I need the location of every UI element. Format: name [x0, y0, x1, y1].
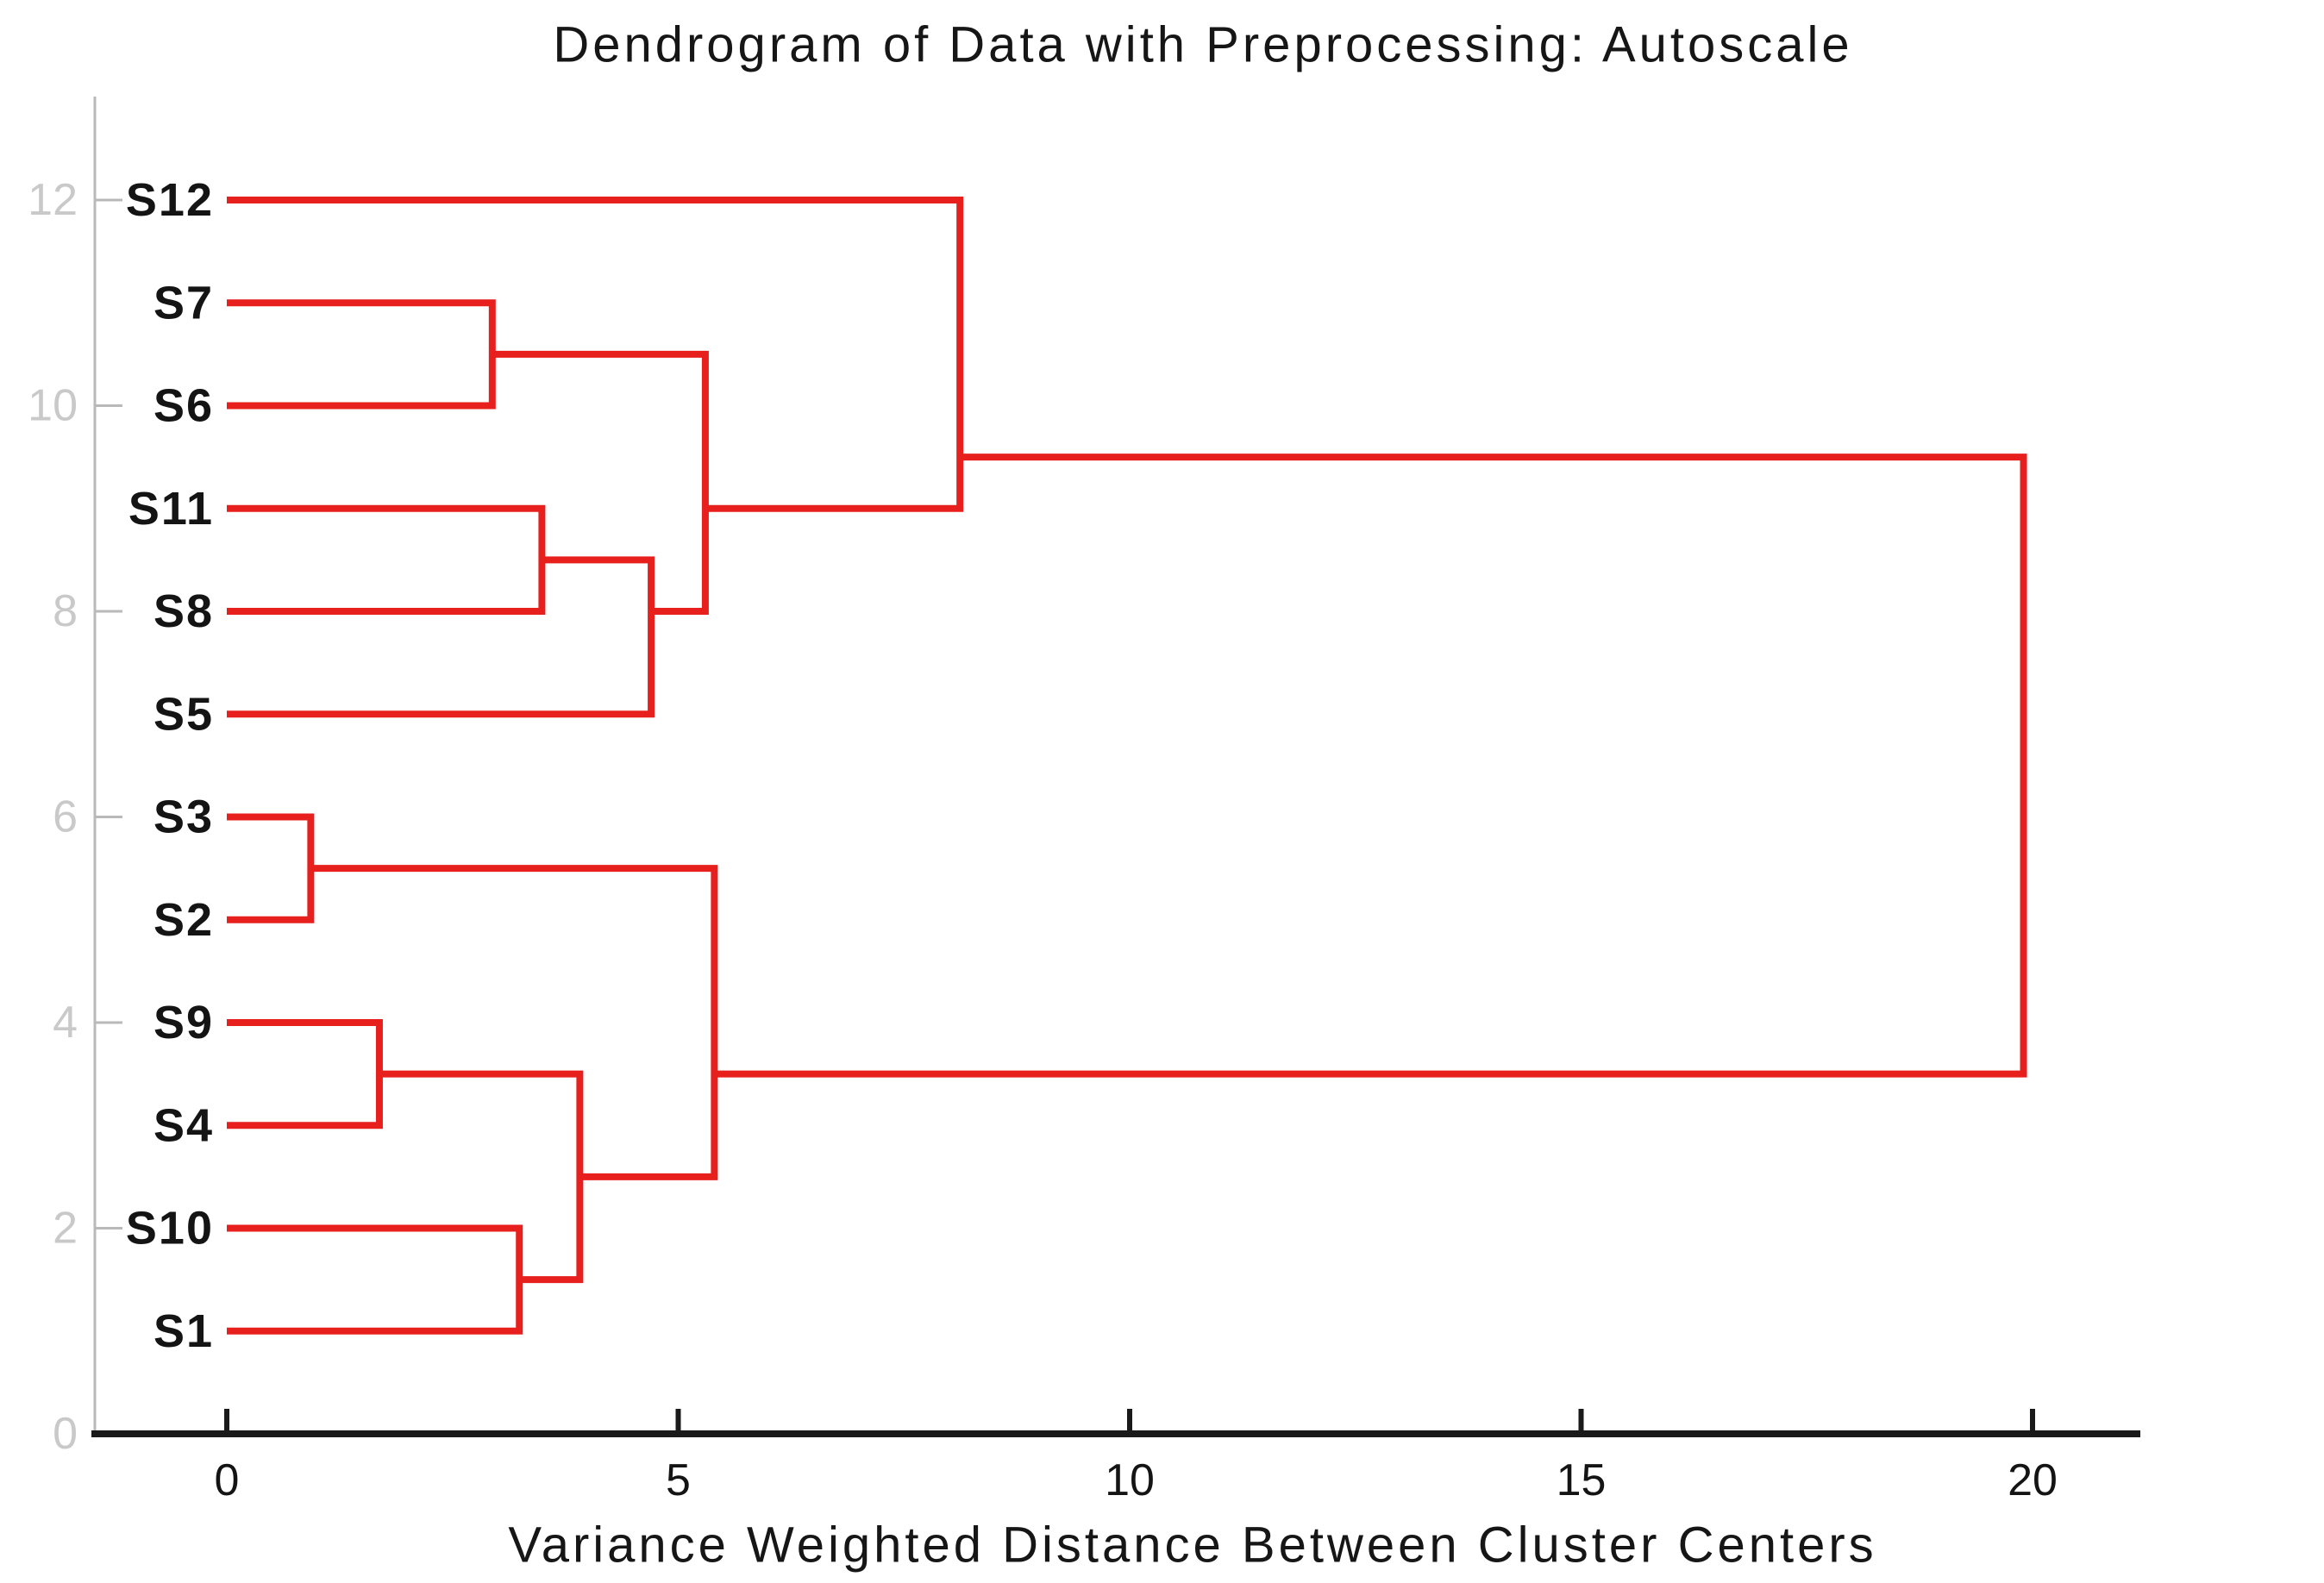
dendrogram-link[interactable] [227, 1019, 383, 1129]
x-tick-label-10: 10 [1105, 1455, 1155, 1505]
leaf-label-s5: S5 [153, 688, 214, 740]
leaf-label-s6: S6 [153, 380, 214, 432]
y-axis: 12 10 8 6 4 2 0 [28, 97, 122, 1459]
y-tick-label-8: 8 [53, 586, 78, 636]
leaf-label-s9: S9 [153, 997, 214, 1048]
dendrogram-link[interactable] [310, 865, 718, 1180]
dendrogram-link[interactable] [492, 350, 709, 615]
x-tick-label-5: 5 [666, 1455, 691, 1505]
dendrogram-link[interactable] [227, 813, 315, 923]
leaf-label-s3: S3 [153, 792, 214, 843]
y-tick-label-6: 6 [53, 792, 78, 842]
y-tick-label-2: 2 [53, 1204, 78, 1254]
x-axis-label: Variance Weighted Distance Between Clust… [508, 1517, 1876, 1574]
dendrogram-link[interactable] [379, 1070, 584, 1284]
leaf-label-s7: S7 [153, 277, 214, 328]
leaf-label-s10: S10 [126, 1203, 214, 1255]
leaf-label-s8: S8 [153, 585, 214, 637]
leaf-label-s2: S2 [153, 894, 214, 946]
y-tick-label-10: 10 [28, 381, 78, 431]
leaf-labels: S12 S7 S6 S11 S8 S5 S3 S2 S9 S4 S10 S1 [126, 174, 214, 1357]
dendrogram-link[interactable] [227, 1224, 523, 1335]
leaf-label-s1: S1 [153, 1305, 214, 1357]
leaf-label-s12: S12 [126, 174, 214, 226]
dendrogram-link[interactable] [227, 556, 655, 718]
x-tick-label-15: 15 [1557, 1455, 1607, 1505]
y-tick-label-4: 4 [53, 998, 78, 1048]
dendrogram-link[interactable] [227, 299, 496, 410]
leaf-label-s4: S4 [153, 1099, 214, 1151]
leaf-label-s11: S11 [128, 483, 214, 535]
x-tick-label-20: 20 [2008, 1455, 2058, 1505]
chart-title: Dendrogram of Data with Preprocessing: A… [553, 17, 1852, 73]
x-axis: 0 5 10 15 20 [91, 1409, 2140, 1505]
y-tick-label-0: 0 [53, 1409, 78, 1459]
dendrogram-link[interactable] [227, 504, 546, 615]
dendrogram-link[interactable] [227, 197, 964, 512]
dendrogram-link[interactable] [714, 454, 2027, 1078]
dendrogram-links [227, 197, 2027, 1335]
x-tick-label-0: 0 [215, 1455, 240, 1505]
y-tick-label-12: 12 [28, 175, 78, 225]
